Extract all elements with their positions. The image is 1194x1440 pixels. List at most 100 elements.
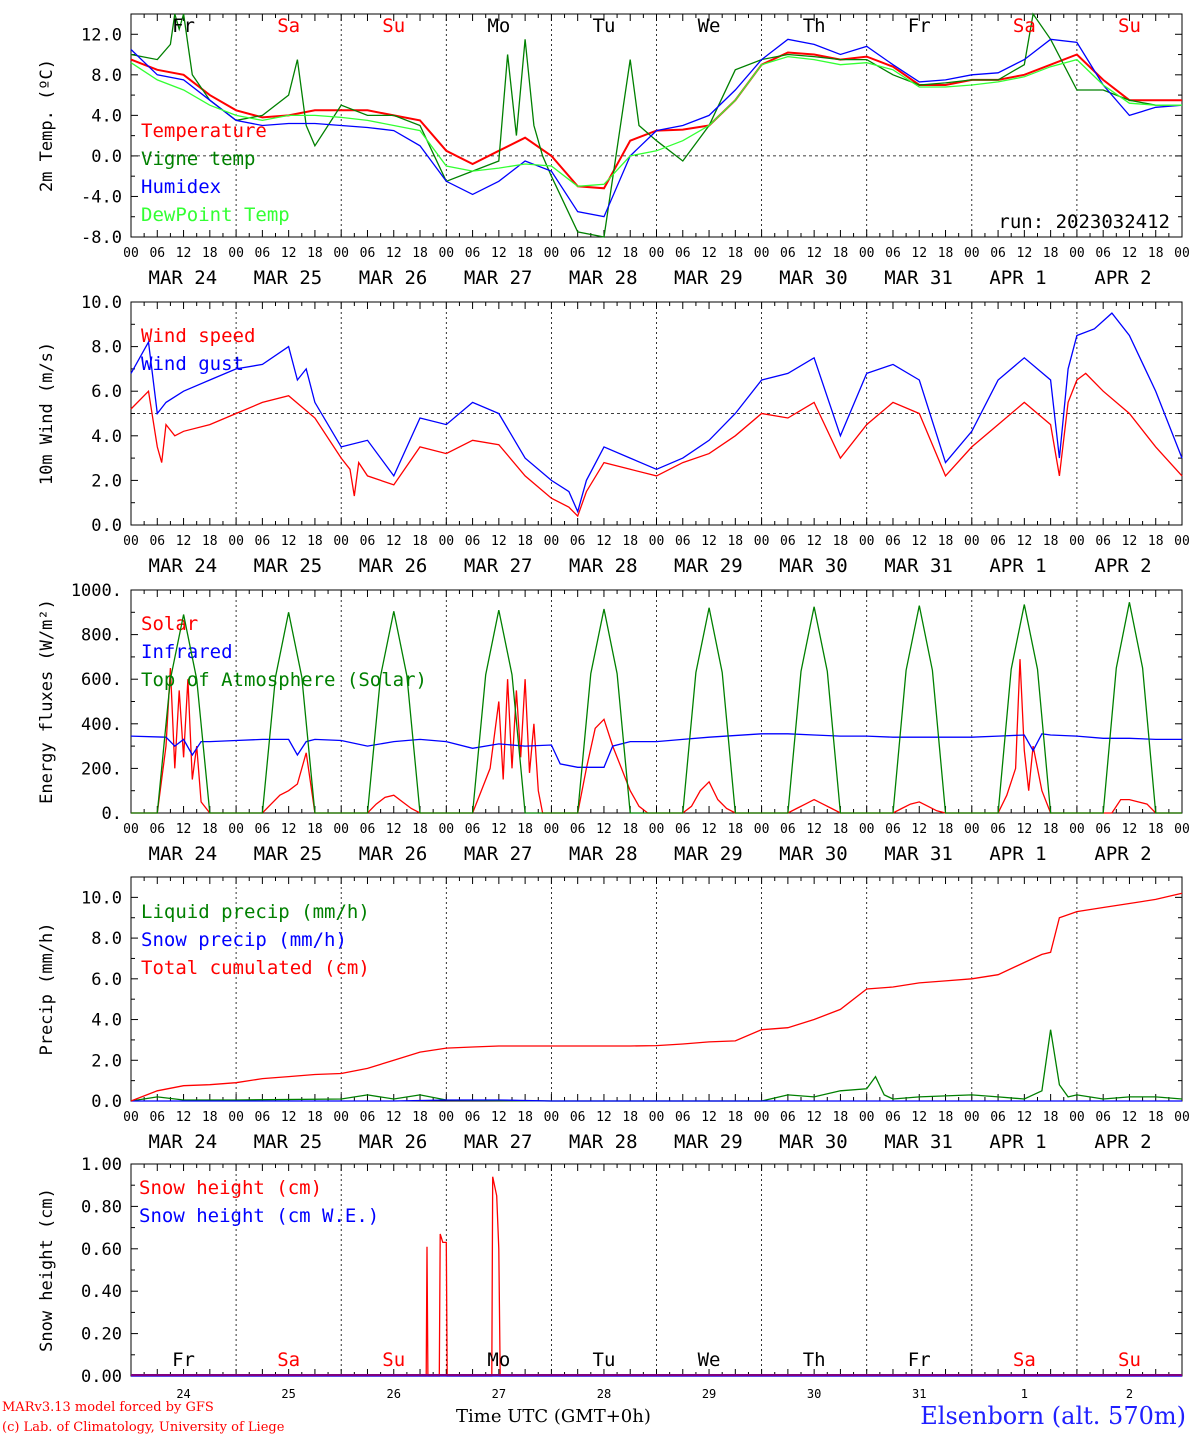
model-credit: MARv3.13 model forced by GFS: [2, 1400, 214, 1415]
hour-tick-label: 06: [675, 822, 691, 837]
day-name: We: [698, 15, 721, 37]
day-number: 29: [702, 1387, 716, 1401]
y-tick-label: 0.00: [81, 1367, 122, 1387]
date-label: MAR 24: [149, 267, 218, 289]
hour-tick-label: 18: [833, 822, 849, 837]
hour-tick-label: 12: [1017, 1110, 1033, 1125]
day-name: Sa: [277, 15, 300, 37]
hour-tick-label: 00: [1174, 534, 1190, 549]
y-tick-label: -4.0: [81, 187, 122, 207]
hour-tick-label: 12: [176, 534, 192, 549]
series-line-liquid-precip-mm-h-: [130, 1029, 1183, 1102]
hour-tick-label: 00: [649, 1110, 665, 1125]
y-tick-label: 0.40: [81, 1282, 122, 1302]
hour-tick-label: 00: [333, 534, 349, 549]
day-name: Fr: [172, 1349, 195, 1371]
day-name: Tu: [593, 15, 616, 37]
hour-tick-label: 06: [990, 246, 1006, 261]
hour-tick-label: 18: [202, 822, 218, 837]
hour-tick-label: 06: [780, 1110, 796, 1125]
legend-total-cumulated-cm-: Total cumulated (cm): [141, 957, 370, 979]
y-tick-label: -8.0: [81, 228, 122, 248]
day-number: 27: [492, 1387, 506, 1401]
hour-tick-label: 12: [1017, 534, 1033, 549]
date-label: MAR 28: [569, 1131, 638, 1153]
y-tick-label: 0.80: [81, 1197, 122, 1217]
hour-tick-label: 18: [307, 246, 323, 261]
y-tick-label: 8.0: [91, 338, 122, 358]
day-name: Su: [382, 15, 405, 37]
y-tick-label: 4.0: [91, 1011, 122, 1031]
hour-tick-label: 00: [754, 246, 770, 261]
hour-tick-label: 06: [885, 1110, 901, 1125]
hour-tick-label: 12: [596, 534, 612, 549]
hour-tick-label: 00: [1069, 822, 1085, 837]
hour-tick-label: 18: [1148, 534, 1164, 549]
hour-tick-label: 18: [622, 534, 638, 549]
hour-tick-label: 00: [228, 822, 244, 837]
date-label: MAR 31: [884, 843, 953, 865]
hour-tick-label: 06: [780, 534, 796, 549]
date-label: MAR 25: [254, 1131, 323, 1153]
date-label: MAR 25: [254, 555, 323, 577]
hour-tick-label: 18: [622, 246, 638, 261]
hour-tick-label: 06: [465, 1110, 481, 1125]
series-line-dewpoint-temp: [130, 55, 1182, 187]
hour-tick-label: 06: [990, 1110, 1006, 1125]
y-tick-label: 6.0: [91, 970, 122, 990]
day-number: 28: [597, 1387, 611, 1401]
hour-tick-label: 00: [1069, 246, 1085, 261]
legend-snow-height-cm-w-e-: Snow height (cm W.E.): [139, 1205, 379, 1227]
day-name: Su: [1118, 15, 1141, 37]
hour-tick-label: 18: [727, 246, 743, 261]
hour-tick-label: 00: [1069, 1110, 1085, 1125]
hour-tick-label: 00: [859, 1110, 875, 1125]
legend-wind-speed: Wind speed: [141, 325, 255, 347]
hour-tick-label: 12: [806, 1110, 822, 1125]
hour-tick-label: 06: [149, 1110, 165, 1125]
date-label: MAR 31: [884, 267, 953, 289]
y-tick-label: 8.0: [91, 66, 122, 86]
hour-tick-label: 18: [727, 1110, 743, 1125]
date-label: APR 1: [989, 555, 1046, 577]
hour-tick-label: 06: [149, 246, 165, 261]
hour-tick-label: 00: [1174, 1110, 1190, 1125]
day-name: Tu: [593, 1349, 616, 1371]
legend-top-of-atmosphere-solar-: Top of Atmosphere (Solar): [141, 669, 427, 691]
hour-tick-label: 06: [780, 246, 796, 261]
date-label: MAR 30: [779, 1131, 848, 1153]
hour-tick-label: 18: [1148, 1110, 1164, 1125]
hour-tick-label: 00: [544, 1110, 560, 1125]
y-tick-label: 1.00: [81, 1155, 122, 1175]
hour-tick-label: 00: [964, 1110, 980, 1125]
hour-tick-label: 06: [570, 1110, 586, 1125]
run-label: run: 2023032412: [998, 211, 1170, 233]
hour-tick-label: 00: [123, 822, 139, 837]
hour-tick-label: 00: [544, 822, 560, 837]
hour-tick-label: 06: [255, 534, 271, 549]
hour-tick-label: 18: [412, 1110, 428, 1125]
date-label: MAR 26: [359, 1131, 428, 1153]
hour-tick-label: 18: [1148, 822, 1164, 837]
hour-tick-label: 00: [333, 822, 349, 837]
hour-tick-label: 06: [149, 534, 165, 549]
hour-tick-label: 00: [228, 246, 244, 261]
hour-tick-label: 18: [517, 534, 533, 549]
day-name: Mo: [487, 1349, 510, 1371]
hour-tick-label: 12: [701, 246, 717, 261]
day-number: 31: [912, 1387, 926, 1401]
hour-tick-label: 06: [1095, 1110, 1111, 1125]
hour-tick-label: 00: [438, 246, 454, 261]
legend-humidex: Humidex: [141, 176, 221, 198]
hour-tick-label: 00: [544, 534, 560, 549]
date-label: APR 2: [1094, 555, 1151, 577]
hour-tick-label: 12: [176, 246, 192, 261]
date-label: MAR 28: [569, 555, 638, 577]
hour-tick-label: 06: [570, 534, 586, 549]
hour-tick-label: 06: [990, 534, 1006, 549]
hour-tick-label: 06: [570, 246, 586, 261]
hour-tick-label: 00: [859, 822, 875, 837]
day-name: Su: [1118, 1349, 1141, 1371]
legend-snow-height-cm-: Snow height (cm): [139, 1177, 322, 1199]
y-tick-label: 0.0: [91, 1092, 122, 1112]
